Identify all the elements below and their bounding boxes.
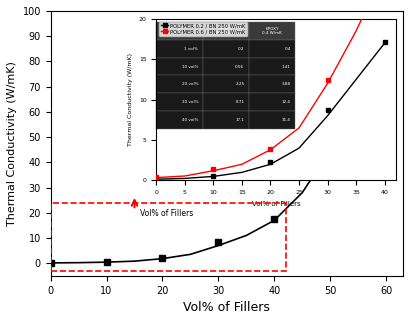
Bar [50,203,285,271]
Y-axis label: Thermal Conductivity (W/mK): Thermal Conductivity (W/mK) [7,61,17,226]
X-axis label: Vol% of Fillers: Vol% of Fillers [183,301,270,314]
Text: Vol% of Fillers: Vol% of Fillers [140,209,193,218]
